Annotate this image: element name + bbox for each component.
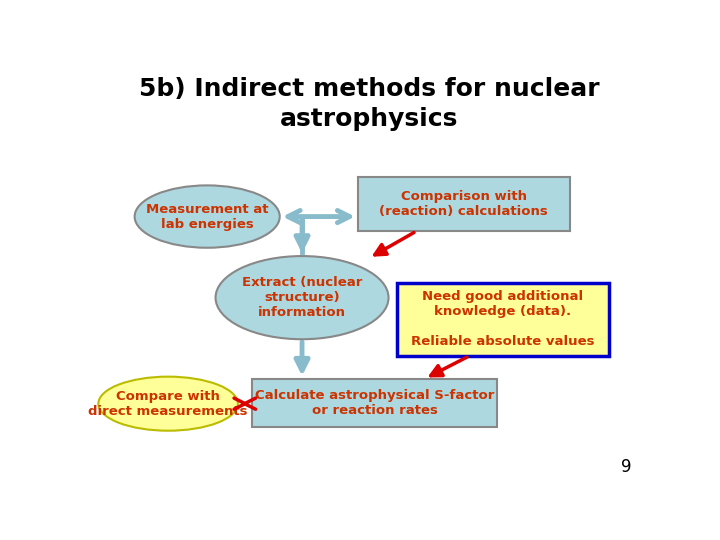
Ellipse shape — [135, 185, 280, 248]
Ellipse shape — [99, 377, 238, 431]
Text: Comparison with
(reaction) calculations: Comparison with (reaction) calculations — [379, 190, 548, 218]
Text: 9: 9 — [621, 458, 631, 476]
Ellipse shape — [215, 256, 389, 339]
Text: Calculate astrophysical S-factor
or reaction rates: Calculate astrophysical S-factor or reac… — [255, 389, 494, 417]
Text: Need good additional
knowledge (data).

Reliable absolute values: Need good additional knowledge (data). R… — [411, 291, 595, 348]
Bar — [252, 379, 498, 427]
Text: Extract (nuclear
structure)
information: Extract (nuclear structure) information — [242, 276, 362, 319]
Bar — [397, 283, 609, 356]
Text: 5b) Indirect methods for nuclear
astrophysics: 5b) Indirect methods for nuclear astroph… — [139, 77, 599, 131]
Bar — [358, 177, 570, 231]
Text: Measurement at
lab energies: Measurement at lab energies — [146, 202, 269, 231]
Text: Compare with
direct measurements: Compare with direct measurements — [89, 390, 248, 417]
